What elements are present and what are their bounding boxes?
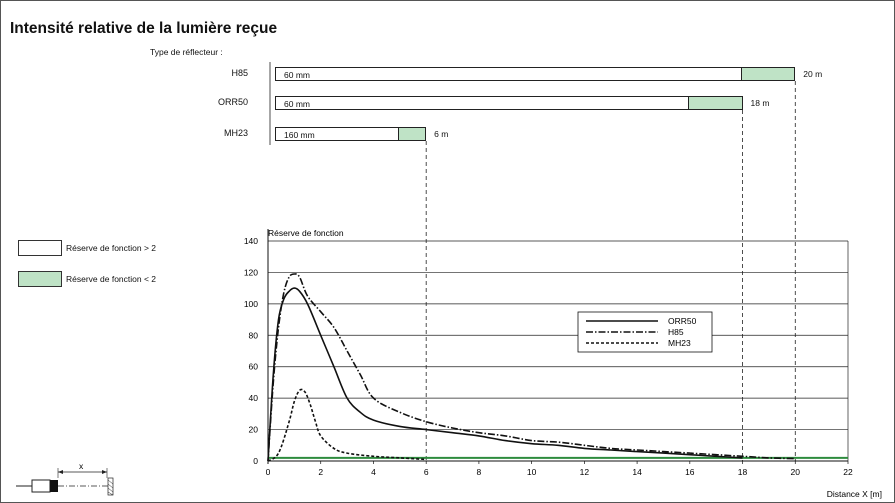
legend-box-label: Réserve de fonction < 2 bbox=[66, 274, 157, 284]
x-tick-label: 12 bbox=[580, 467, 590, 477]
range-min-label: 60 mm bbox=[284, 99, 310, 109]
x-tick-label: 18 bbox=[738, 467, 748, 477]
legend-entry: MH23 bbox=[668, 338, 691, 348]
distance-x-label: x bbox=[79, 462, 84, 471]
y-tick-label: 140 bbox=[244, 236, 258, 246]
y-tick-label: 40 bbox=[249, 393, 259, 403]
tick-labels: 0 2 4 6 8 10 12 14 16 18 20 22 0 20 40 60 80 100 120 140 bbox=[244, 236, 853, 477]
x-tick-label: 16 bbox=[685, 467, 695, 477]
x-tick-label: 14 bbox=[632, 467, 642, 477]
range-bar-orr50: 60 mm bbox=[275, 96, 743, 110]
series-line-mh23 bbox=[267, 388, 427, 462]
x-tick-label: 4 bbox=[371, 467, 376, 477]
range-bar-h85: 60 mm bbox=[275, 67, 796, 81]
range-green-segment bbox=[397, 128, 426, 140]
range-min-label: 160 mm bbox=[284, 130, 315, 140]
figure-title: Intensité relative de la lumière reçue bbox=[10, 20, 278, 37]
x-tick-label: 6 bbox=[424, 467, 429, 477]
range-max-label: 20 m bbox=[803, 69, 823, 79]
x-tick-label: 20 bbox=[791, 467, 801, 477]
chart-axes bbox=[267, 229, 848, 464]
range-min-label: 60 mm bbox=[284, 70, 310, 80]
legend-box-green bbox=[18, 271, 62, 287]
y-tick-label: 80 bbox=[249, 330, 259, 340]
x-tick-label: 22 bbox=[843, 467, 853, 477]
range-max-label: 18 m bbox=[750, 98, 770, 108]
range-green-segment bbox=[687, 97, 742, 109]
x-tick-label: 8 bbox=[477, 467, 482, 477]
y-tick-label: 0 bbox=[253, 456, 258, 466]
x-tick-label: 10 bbox=[527, 467, 537, 477]
x-tick-label: 2 bbox=[318, 467, 323, 477]
legend-box-white bbox=[18, 240, 62, 256]
range-guide-lines bbox=[269, 62, 796, 461]
reflector-sketch bbox=[107, 477, 114, 496]
y-tick-label: 120 bbox=[244, 267, 258, 277]
sensor-sketch: x bbox=[16, 462, 114, 496]
x-tick-label: 0 bbox=[266, 467, 271, 477]
reflector-name: ORR50 bbox=[217, 97, 248, 107]
range-max-label: 6 m bbox=[434, 129, 449, 139]
chart-grid bbox=[268, 240, 849, 461]
legend-entry: ORR50 bbox=[668, 316, 697, 326]
y-tick-label: 20 bbox=[249, 425, 259, 435]
series-line-orr50 bbox=[267, 287, 743, 462]
series-lines bbox=[267, 273, 796, 462]
x-axis-label: Distance X [m] bbox=[827, 489, 882, 499]
sensor-lens bbox=[50, 480, 58, 492]
series-line-h85 bbox=[267, 273, 796, 462]
legend-entry: H85 bbox=[668, 327, 684, 337]
reflector-type-label: Type de réflecteur : bbox=[150, 47, 223, 57]
reflector-name: H85 bbox=[231, 68, 248, 78]
reflector-name: MH23 bbox=[223, 128, 248, 138]
range-bar-mh23: 160 mm bbox=[275, 127, 427, 141]
y-tick-label: 60 bbox=[249, 362, 259, 372]
range-green-segment bbox=[740, 68, 795, 80]
legend-box-label: Réserve de fonction > 2 bbox=[66, 243, 157, 253]
y-tick-label: 100 bbox=[244, 299, 258, 309]
y-axis-label: Réserve de fonction bbox=[268, 228, 344, 238]
